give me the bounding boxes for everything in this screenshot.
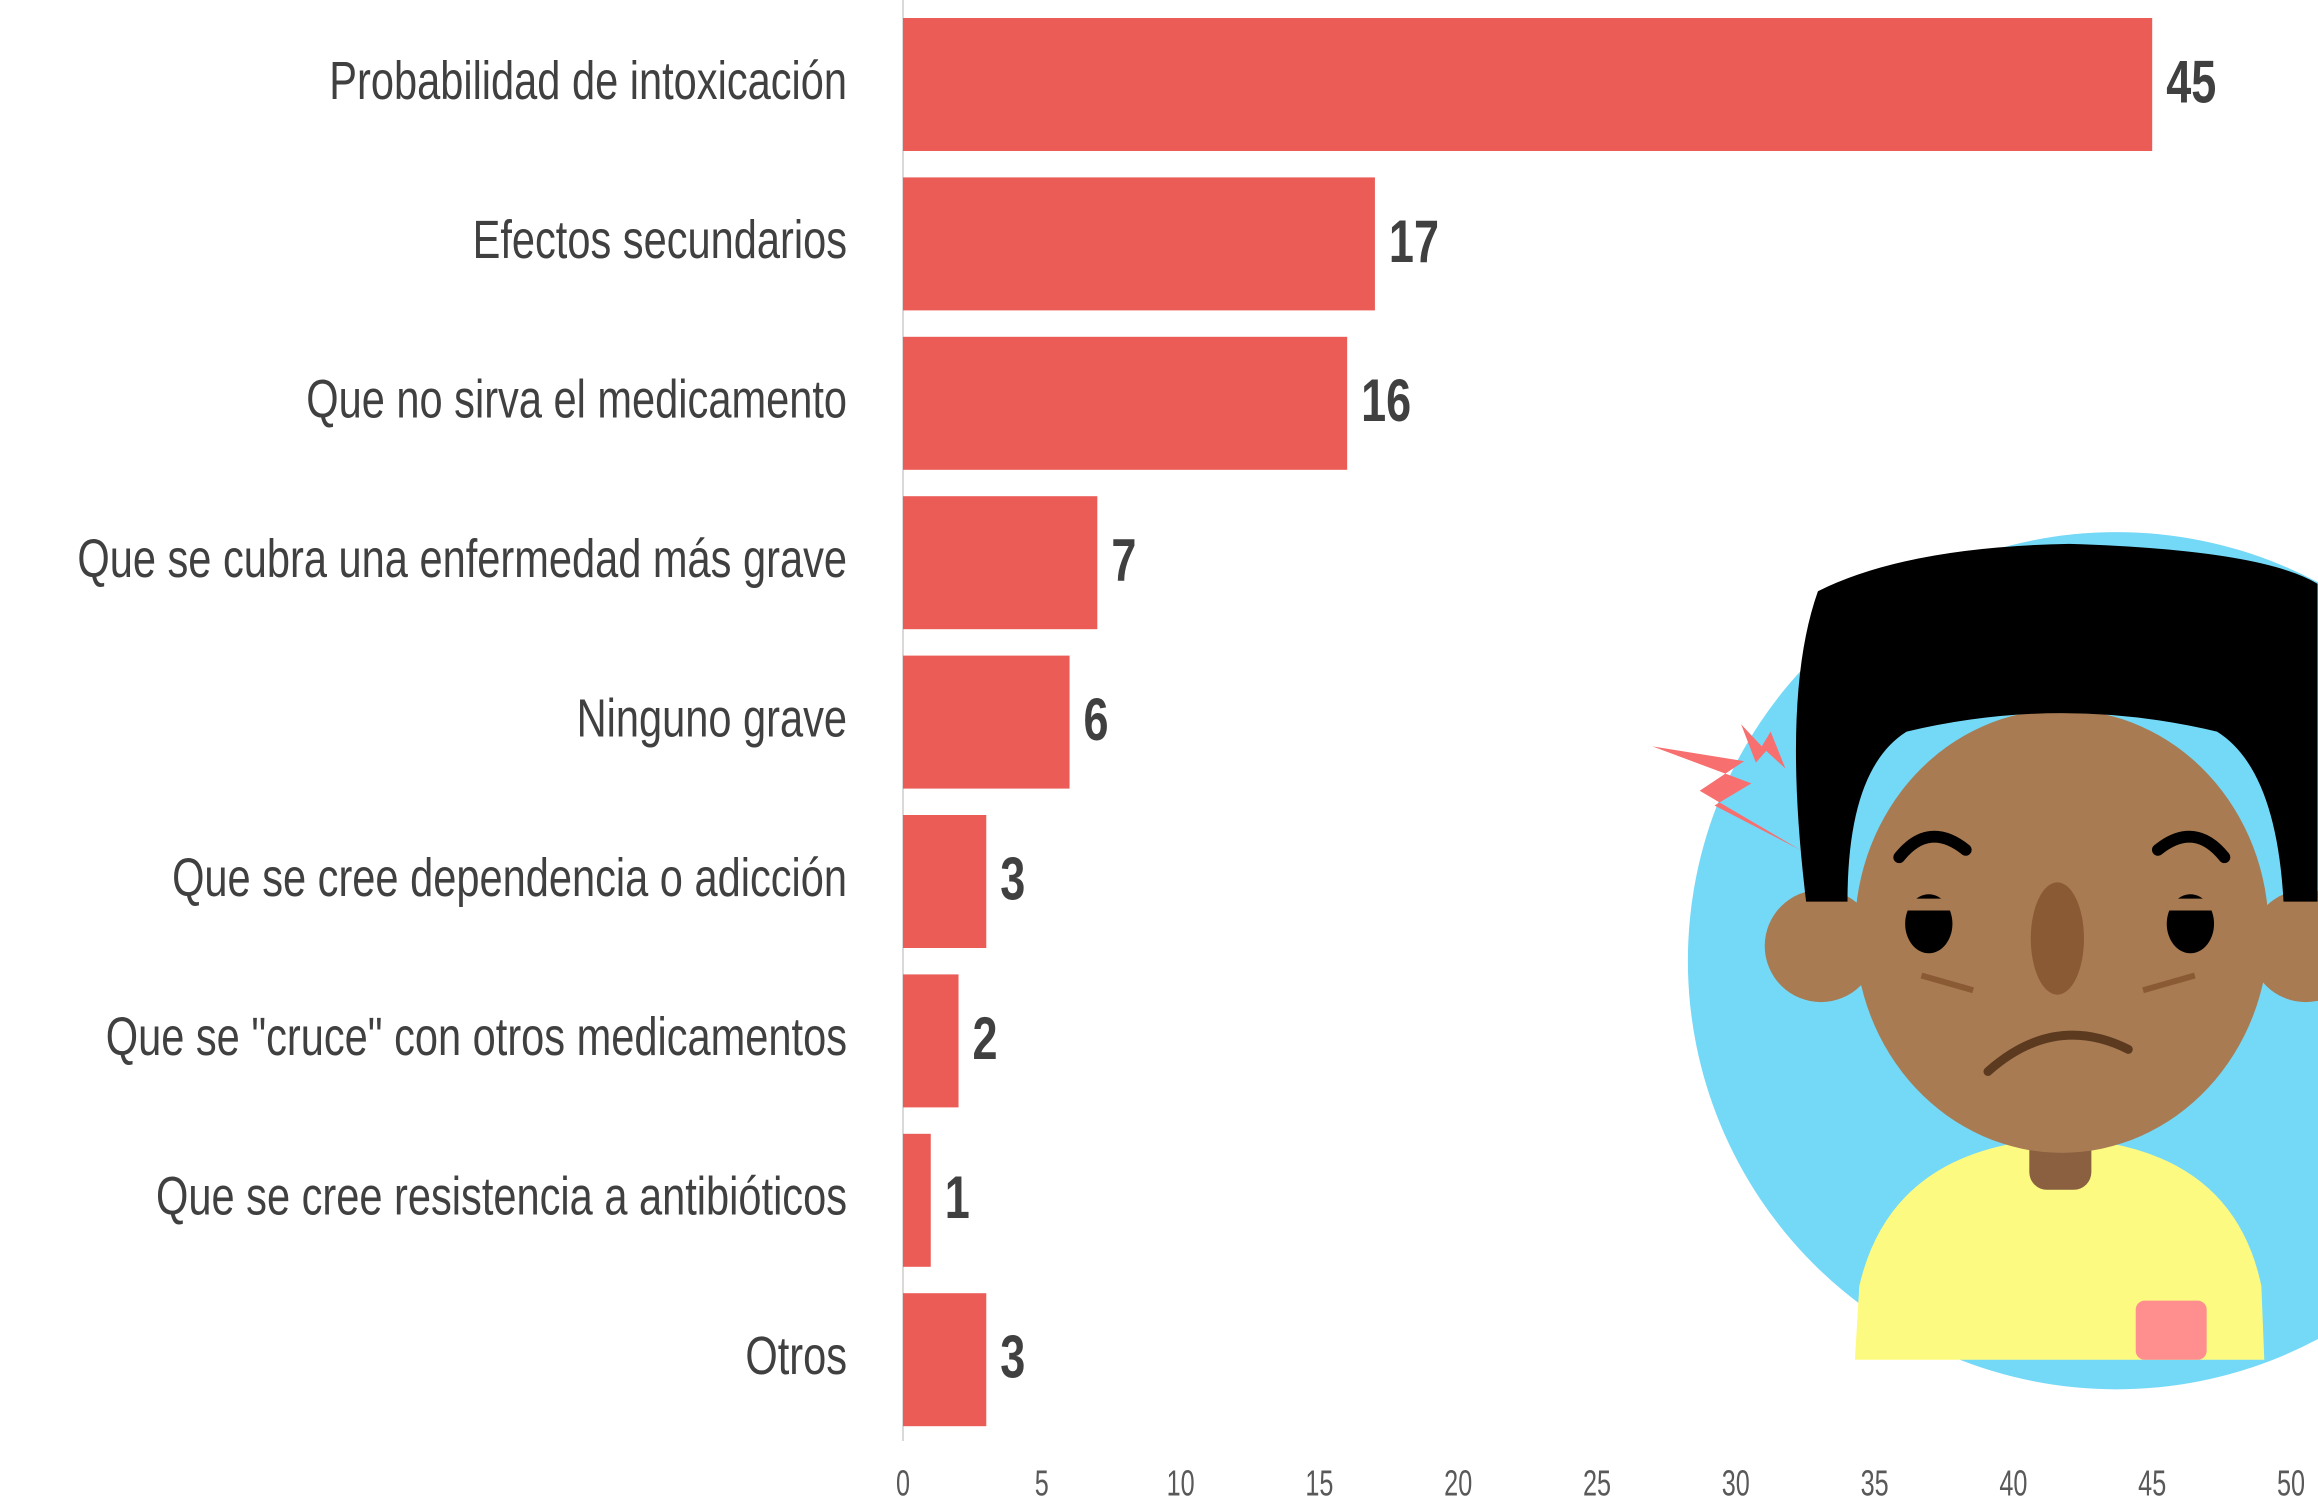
x-tick-label: 50 [2277,1463,2305,1504]
x-tick-label: 25 [1583,1463,1611,1504]
bar [903,337,1347,470]
bar [903,177,1375,310]
x-tick-label: 15 [1305,1463,1333,1504]
x-tick-label: 45 [2138,1463,2166,1504]
bar [903,18,2152,151]
x-tick-label: 40 [1999,1463,2027,1504]
value-label: 6 [1084,687,1109,754]
page: {"chart_data": {"type": "bar", "orientat… [0,0,2318,1506]
chart: 0 5 10 15 20 25 30 35 40 45 50 Probabilidad de into… [0,0,2318,1506]
value-label: 2 [973,1006,998,1073]
category-label: Otros [745,1326,847,1387]
x-tick-label: 0 [896,1463,910,1504]
value-label: 3 [1000,846,1025,913]
category-label: Que se "cruce" con otros medicamentos [106,1007,847,1068]
illustration [1652,532,2318,1389]
category-label: Que se cree resistencia a antibióticos [156,1166,847,1227]
category-label: Que se cree dependencia o adicción [172,848,847,909]
bar [903,656,1070,789]
value-label: 45 [2166,49,2216,116]
bar [903,1293,986,1426]
category-label: Efectos secundarios [473,210,847,271]
category-label: Probabilidad de intoxicación [329,51,847,112]
bar [903,974,959,1107]
value-label: 16 [1361,368,1411,435]
x-tick-label: 5 [1035,1463,1049,1504]
category-label: Que no sirva el medicamento [306,369,847,430]
value-label: 1 [945,1165,970,1232]
value-label: 7 [1111,527,1136,594]
x-tick-label: 20 [1444,1463,1472,1504]
bar [903,815,986,948]
category-label: Que se cubra una enfermedad más grave [77,529,847,590]
x-tick-label: 10 [1167,1463,1195,1504]
x-tick-label: 30 [1722,1463,1750,1504]
category-label: Ninguno grave [577,688,847,749]
x-tick-label: 35 [1861,1463,1889,1504]
bar [903,496,1097,629]
value-label: 3 [1000,1324,1025,1391]
value-label: 17 [1389,209,1439,276]
bar [903,1134,931,1267]
